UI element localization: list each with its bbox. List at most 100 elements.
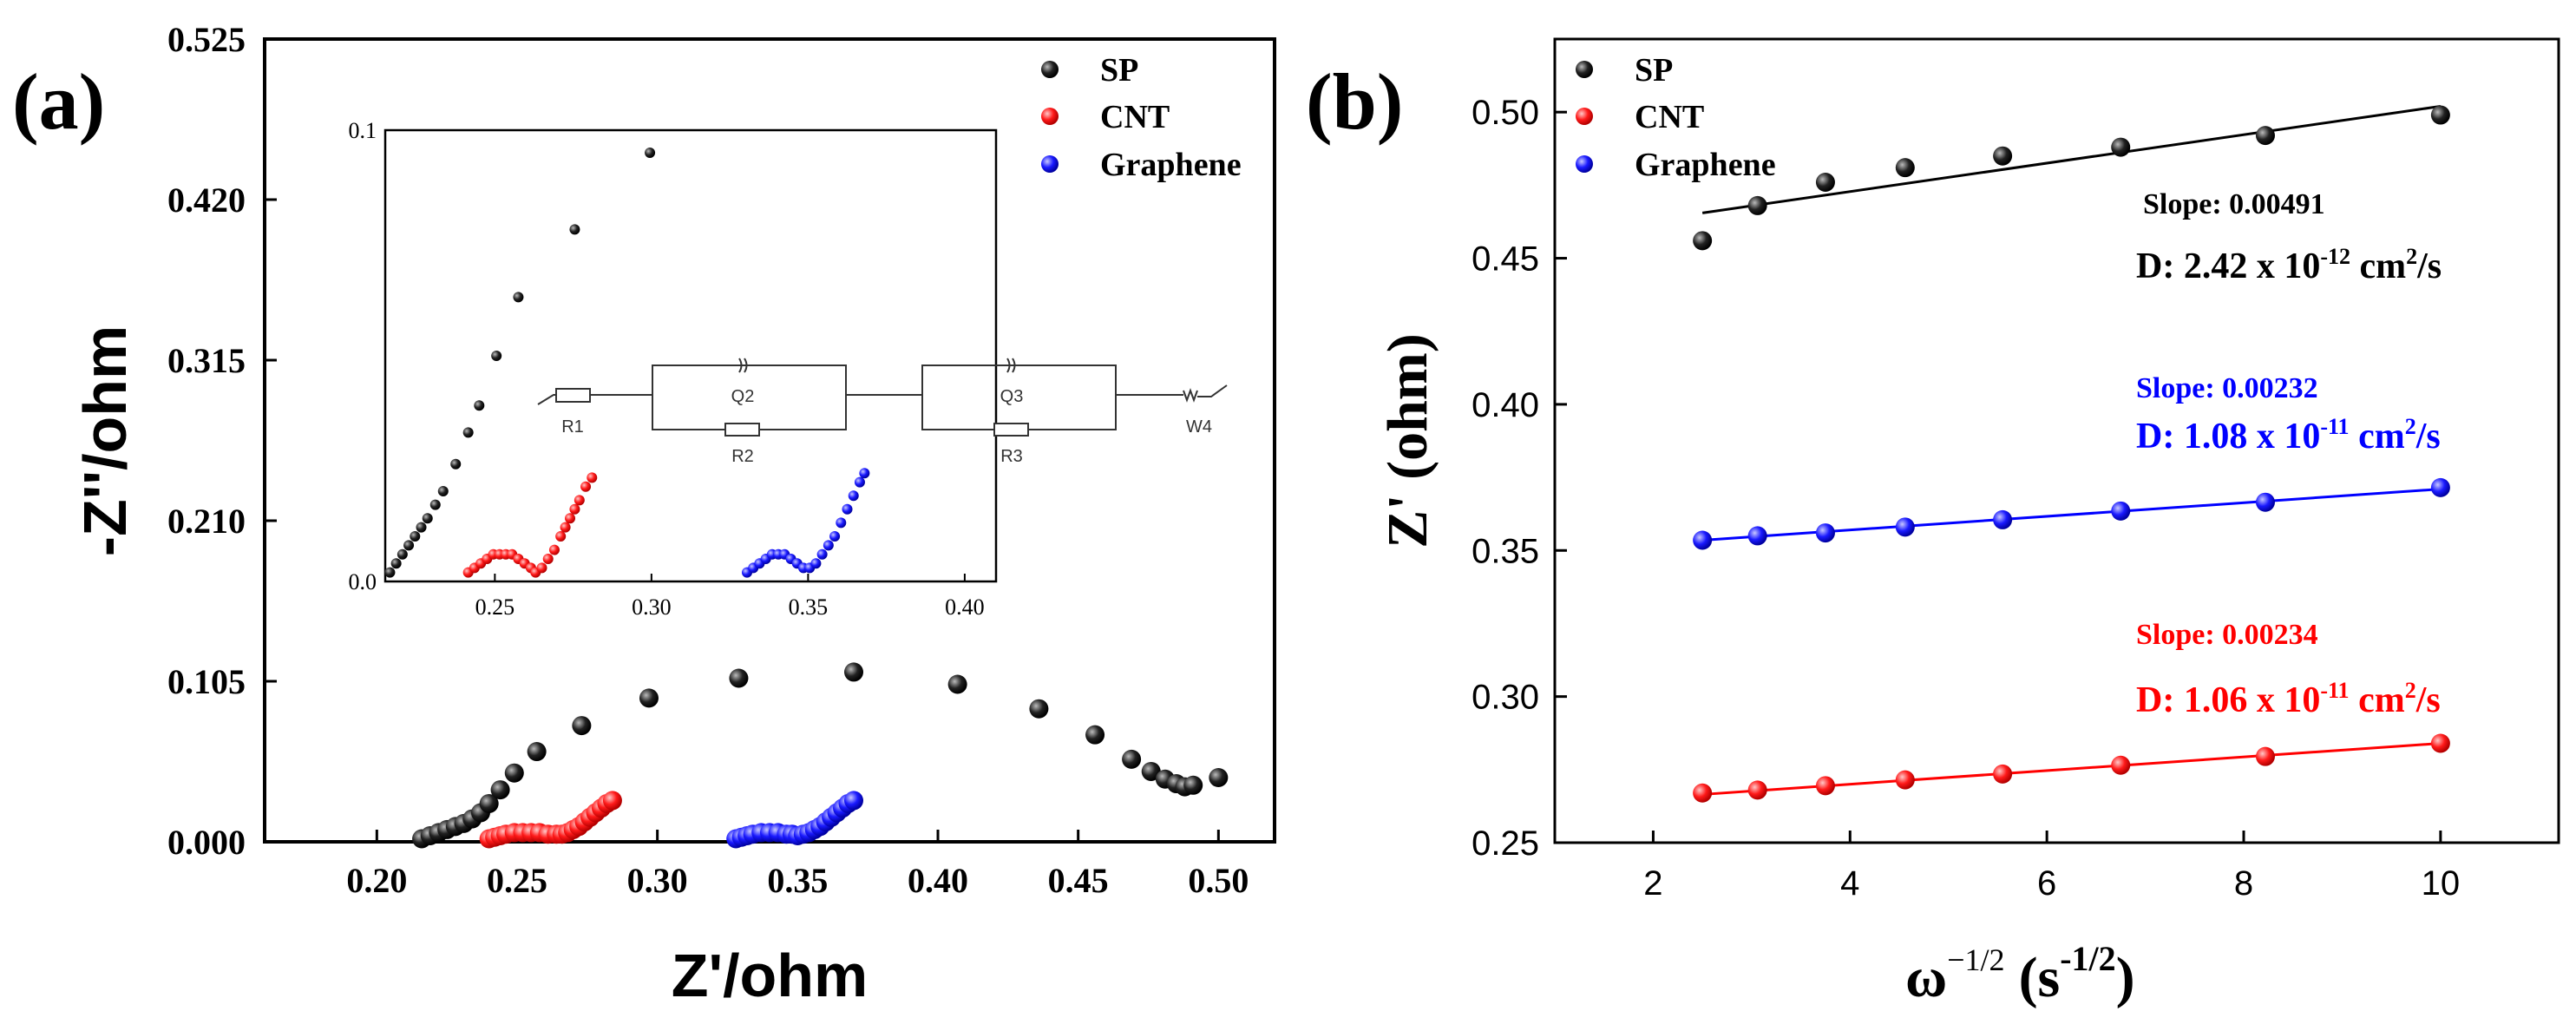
fit-line-graphene (1702, 488, 2441, 542)
sp-d-tail: /s (2416, 246, 2442, 286)
point-sp (1085, 725, 1105, 745)
chart-b-frame (1553, 37, 2560, 844)
cnt-d-exp: -11 (2320, 678, 2349, 703)
x-tick-label: 0.45 (1048, 861, 1109, 900)
inset-point-graphene (829, 531, 841, 542)
inset-point-cnt (542, 554, 554, 564)
gr-d-unit: cm (2350, 417, 2405, 456)
y-tick-label: 0.420 (167, 181, 246, 220)
point-sp (844, 662, 863, 682)
sp-d-unit: cm (2350, 246, 2406, 286)
legend-b-marker-sp (1576, 61, 1593, 78)
chart-b-y-label: Z' (ohm) (1376, 333, 1439, 548)
inset-point-sp (450, 458, 462, 470)
point-cnt (2255, 746, 2275, 766)
point-graphene (1693, 530, 1713, 550)
inset-point-cnt (560, 522, 571, 533)
point-sp (1895, 158, 1915, 178)
inset-point-sp (403, 540, 415, 551)
legend-a-marker-sp (1041, 61, 1059, 78)
point-cnt (2111, 755, 2131, 775)
inset-point-sp (491, 351, 502, 361)
x-label-omega: ω (1905, 946, 1947, 1009)
circuit-label-w4: W4 (1186, 417, 1212, 437)
point-sp (1993, 146, 2013, 166)
cnt-d-unit-exp: 2 (2405, 678, 2416, 703)
gr-d-text: D: 1.08 x 10 (2136, 417, 2320, 456)
point-cnt (1747, 780, 1767, 800)
x-tick-label: 4 (1840, 864, 1859, 903)
inset-y-tick-label: 0.0 (349, 569, 377, 594)
y-tick-label: 0.30 (1472, 679, 1539, 717)
legend-b-marker-graphene (1576, 155, 1593, 173)
chart-a-legend: SP CNT Graphene (1041, 52, 1242, 183)
inset-point-sp (437, 486, 449, 496)
y-tick-label: 0.315 (167, 341, 246, 380)
chart-b-y-ticks: 0.25 0.30 0.35 0.40 0.45 0.50 (1472, 94, 1567, 863)
x-tick-label: 2 (1643, 864, 1662, 903)
point-sp (2255, 126, 2275, 146)
inset-point-sp (429, 499, 441, 510)
inset-point-sp (422, 513, 433, 524)
inset-x-tick-label: 0.35 (789, 594, 829, 620)
annotation-graphene-diffusion: D: 1.08 x 10-11 cm2/s (2136, 414, 2441, 456)
inset-point-graphene (816, 548, 828, 560)
chart-a-inset: 0.25 0.30 0.35 0.40 0.0 0.1 (349, 118, 1228, 620)
point-cnt (602, 791, 622, 811)
point-sp (1693, 231, 1713, 251)
inset-point-graphene (836, 517, 847, 529)
chart-a-x-label: Z'/ohm (672, 942, 868, 1009)
y-tick-label: 0.525 (167, 20, 246, 59)
inset-point-cnt (536, 562, 547, 574)
annotation-sp-slope: Slope: 0.00491 (2143, 188, 2325, 220)
inset-point-sp (390, 558, 402, 569)
y-tick-label: 0.25 (1472, 824, 1539, 863)
sp-d-text: D: 2.42 x 10 (2136, 246, 2320, 286)
inset-series-sp (384, 148, 656, 578)
x-tick-label: 0.30 (627, 861, 688, 900)
x-tick-label: 0.50 (1188, 861, 1249, 900)
point-graphene (1895, 517, 1915, 537)
chart-b-series (1693, 104, 2450, 803)
inset-point-sp (645, 148, 656, 158)
x-label-unit-exp: -1/2 (2060, 939, 2115, 978)
inset-point-sp (410, 531, 421, 542)
equivalent-circuit (537, 358, 1228, 437)
point-sp (1815, 172, 1835, 192)
legend-b-label-sp: SP (1635, 52, 1673, 89)
cnt-d-text: D: 1.06 x 10 (2136, 680, 2320, 720)
chart-b: 2 4 6 8 10 0.250.300.350.400.450.50 ω−1/2 (s-… (1376, 37, 2560, 1009)
inset-x-tick-label: 0.25 (475, 594, 515, 620)
annotation-cnt-slope: Slope: 0.00234 (2136, 619, 2318, 651)
inset-x-tick-label: 0.40 (945, 594, 985, 620)
gr-d-exp: -11 (2320, 414, 2349, 439)
x-tick-label: 10 (2422, 864, 2461, 903)
chart-b-x-label: ω−1/2 (s-1/2) (1905, 939, 2135, 1009)
gr-d-tail: /s (2415, 417, 2441, 456)
point-sp (527, 742, 547, 762)
inset-point-graphene (810, 558, 822, 569)
point-sp (504, 763, 524, 783)
inset-y-tick-label: 0.1 (349, 118, 377, 143)
point-sp (1029, 699, 1049, 719)
circuit-label-r3: R3 (1000, 447, 1023, 466)
x-label-close: ) (2116, 946, 2135, 1009)
fit-line-cnt (1702, 742, 2441, 796)
x-tick-label: 0.40 (908, 861, 968, 900)
inset-point-sp (474, 400, 485, 411)
chart-a: 0.20 0.25 0.30 0.35 0.40 0.45 0.50 0.0000.1050… (71, 20, 1276, 1009)
annotation-sp-diffusion: D: 2.42 x 10-12 cm2/s (2136, 244, 2442, 286)
circuit-label-r2: R2 (731, 447, 754, 466)
y-tick-label: 0.50 (1472, 94, 1539, 132)
legend-a-label-graphene: Graphene (1100, 147, 1242, 183)
x-tick-label: 0.20 (346, 861, 407, 900)
point-sp (947, 674, 967, 694)
series-b-graphene (1693, 477, 2450, 550)
sp-d-exp: -12 (2320, 244, 2350, 269)
inset-point-sp (513, 292, 524, 303)
point-cnt (1815, 776, 1835, 796)
x-tick-label: 6 (2037, 864, 2056, 903)
point-sp (572, 716, 592, 736)
series-b-sp (1693, 104, 2450, 251)
circuit-label-r1: R1 (561, 417, 584, 437)
